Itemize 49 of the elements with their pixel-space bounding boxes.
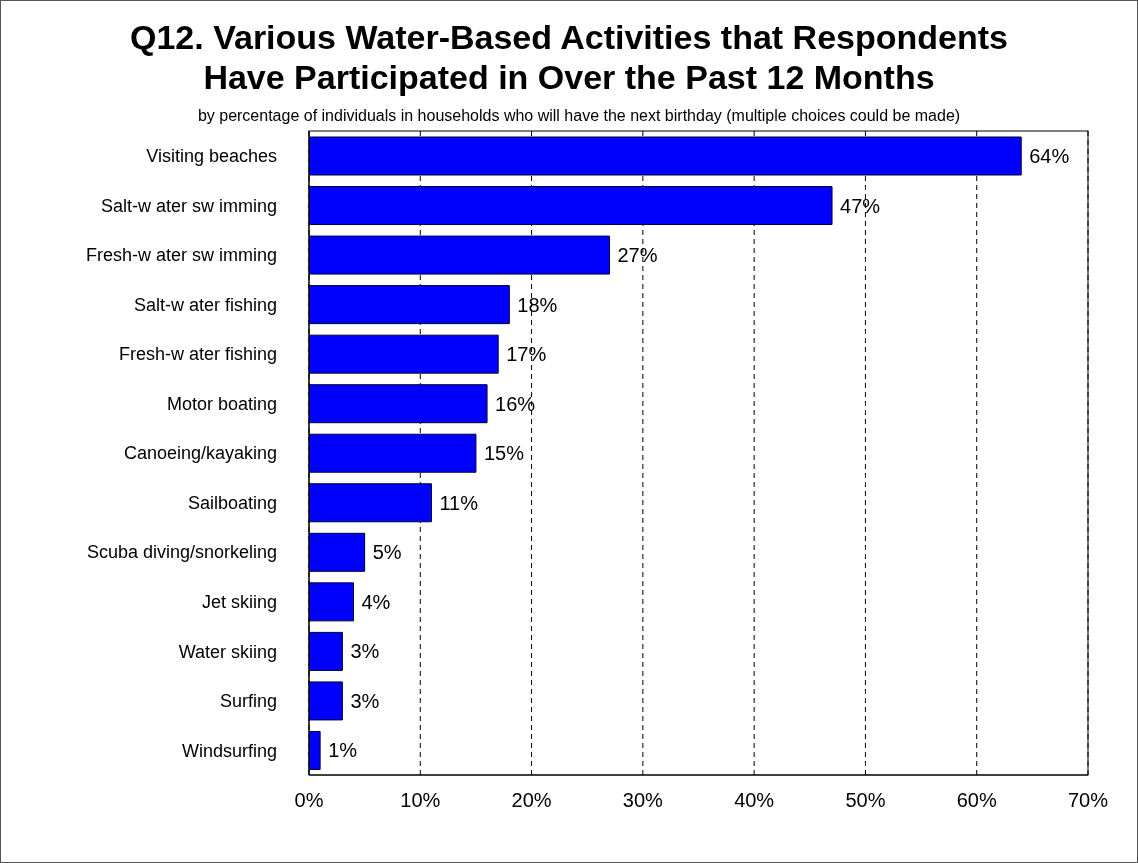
- chart-subtitle: by percentage of individuals in households who will have the next birthday (multiple choices could be made): [196, 107, 962, 125]
- y-tick-label: Canoeing/kayaking: [123, 443, 277, 464]
- bar: [309, 483, 432, 523]
- data-label: 15%: [483, 442, 525, 465]
- bar: [309, 532, 366, 572]
- y-tick-label: Salt-w ater fishing: [133, 294, 277, 315]
- x-tick-label: 70%: [1067, 789, 1109, 812]
- data-label: 47%: [840, 194, 881, 217]
- bar: [309, 285, 510, 325]
- y-tick-label: Windsurfing: [181, 740, 277, 761]
- bar: [309, 681, 343, 721]
- y-tick-label: Motor boating: [166, 393, 277, 414]
- bar: [309, 334, 499, 374]
- bar: [309, 235, 610, 275]
- bar: [309, 384, 488, 424]
- bar: [309, 136, 1022, 176]
- bar: [309, 631, 343, 671]
- y-tick-label: Jet skiing: [201, 592, 277, 613]
- x-tick-label: 50%: [845, 789, 886, 812]
- data-label: 27%: [617, 244, 658, 267]
- data-label: 3%: [350, 640, 380, 663]
- data-label: 3%: [350, 689, 380, 712]
- x-tick-label: 30%: [622, 789, 664, 812]
- data-label: 18%: [517, 293, 558, 316]
- bar: [309, 582, 355, 622]
- y-tick-label: Visiting beaches: [146, 146, 277, 167]
- y-tick-label: Water skiing: [178, 641, 277, 662]
- bar: [309, 730, 321, 770]
- chart-title: Q12. Various Water-Based Activities that Respondents Have Participated in Over the Past 12 Months: [129, 17, 1009, 97]
- bar: [309, 186, 833, 226]
- y-tick-label: Surfing: [219, 691, 277, 712]
- y-tick-label: Fresh-w ater sw imming: [85, 245, 277, 266]
- x-tick-label: 40%: [734, 789, 775, 812]
- data-label: 1%: [328, 739, 358, 762]
- y-tick-label: Sailboating: [187, 492, 277, 513]
- bar: [309, 433, 477, 473]
- data-label: 4%: [361, 590, 391, 613]
- data-label: 16%: [495, 392, 536, 415]
- data-label: 11%: [439, 491, 479, 514]
- data-label: 5%: [372, 541, 402, 564]
- y-tick-label: Salt-w ater sw imming: [100, 195, 277, 216]
- y-tick-label: Scuba diving/snorkeling: [86, 542, 277, 563]
- data-label: 17%: [506, 343, 547, 366]
- x-tick-label: 20%: [511, 789, 552, 812]
- y-tick-label: Fresh-w ater fishing: [118, 344, 277, 365]
- x-tick-label: 60%: [956, 789, 997, 812]
- x-tick-label: 0%: [294, 789, 324, 812]
- x-tick-label: 10%: [400, 789, 441, 812]
- data-label: 64%: [1029, 145, 1070, 167]
